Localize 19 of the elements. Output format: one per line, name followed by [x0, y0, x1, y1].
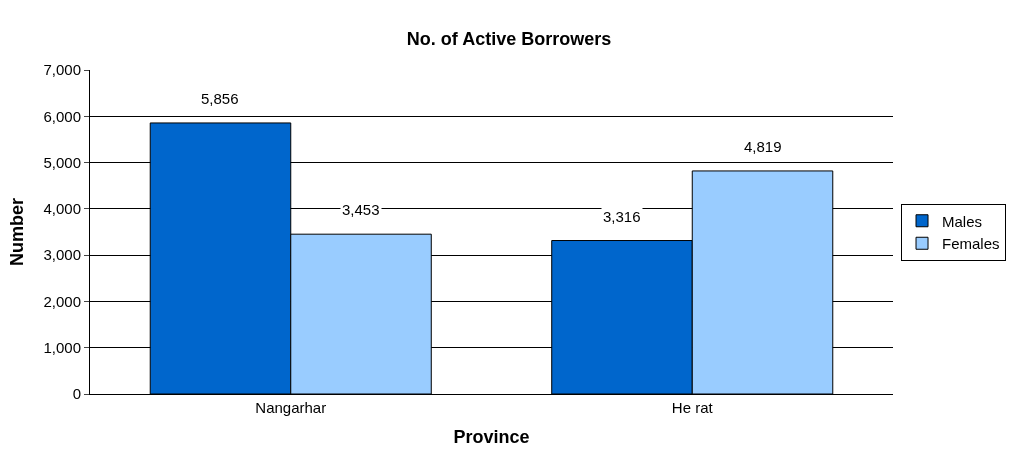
y-tick-label: 5,000 — [43, 153, 81, 171]
data-label: 3,453 — [342, 201, 380, 218]
x-tick-label: He rat — [671, 399, 714, 416]
y-tick-label: 4,000 — [43, 200, 81, 218]
y-axis-title: Number — [6, 197, 27, 267]
y-tick-label: 3,000 — [43, 246, 81, 264]
chart-title: No. of Active Borrowers — [406, 29, 612, 50]
y-tick-label: 2,000 — [43, 292, 81, 310]
legend-label: Females — [942, 235, 1000, 253]
x-tick-label: Nangarhar — [255, 399, 327, 416]
y-tick-label: 7,000 — [43, 61, 81, 79]
y-tick-label: 6,000 — [43, 107, 81, 125]
data-label: 4,819 — [744, 138, 782, 155]
data-label: 3,316 — [603, 208, 641, 225]
x-axis-title: Province — [453, 427, 530, 448]
y-tick-label: 1,000 — [43, 338, 81, 356]
data-label: 5,856 — [201, 90, 239, 107]
y-tick-label: 0 — [72, 385, 81, 403]
legend-label: Males — [942, 212, 983, 230]
